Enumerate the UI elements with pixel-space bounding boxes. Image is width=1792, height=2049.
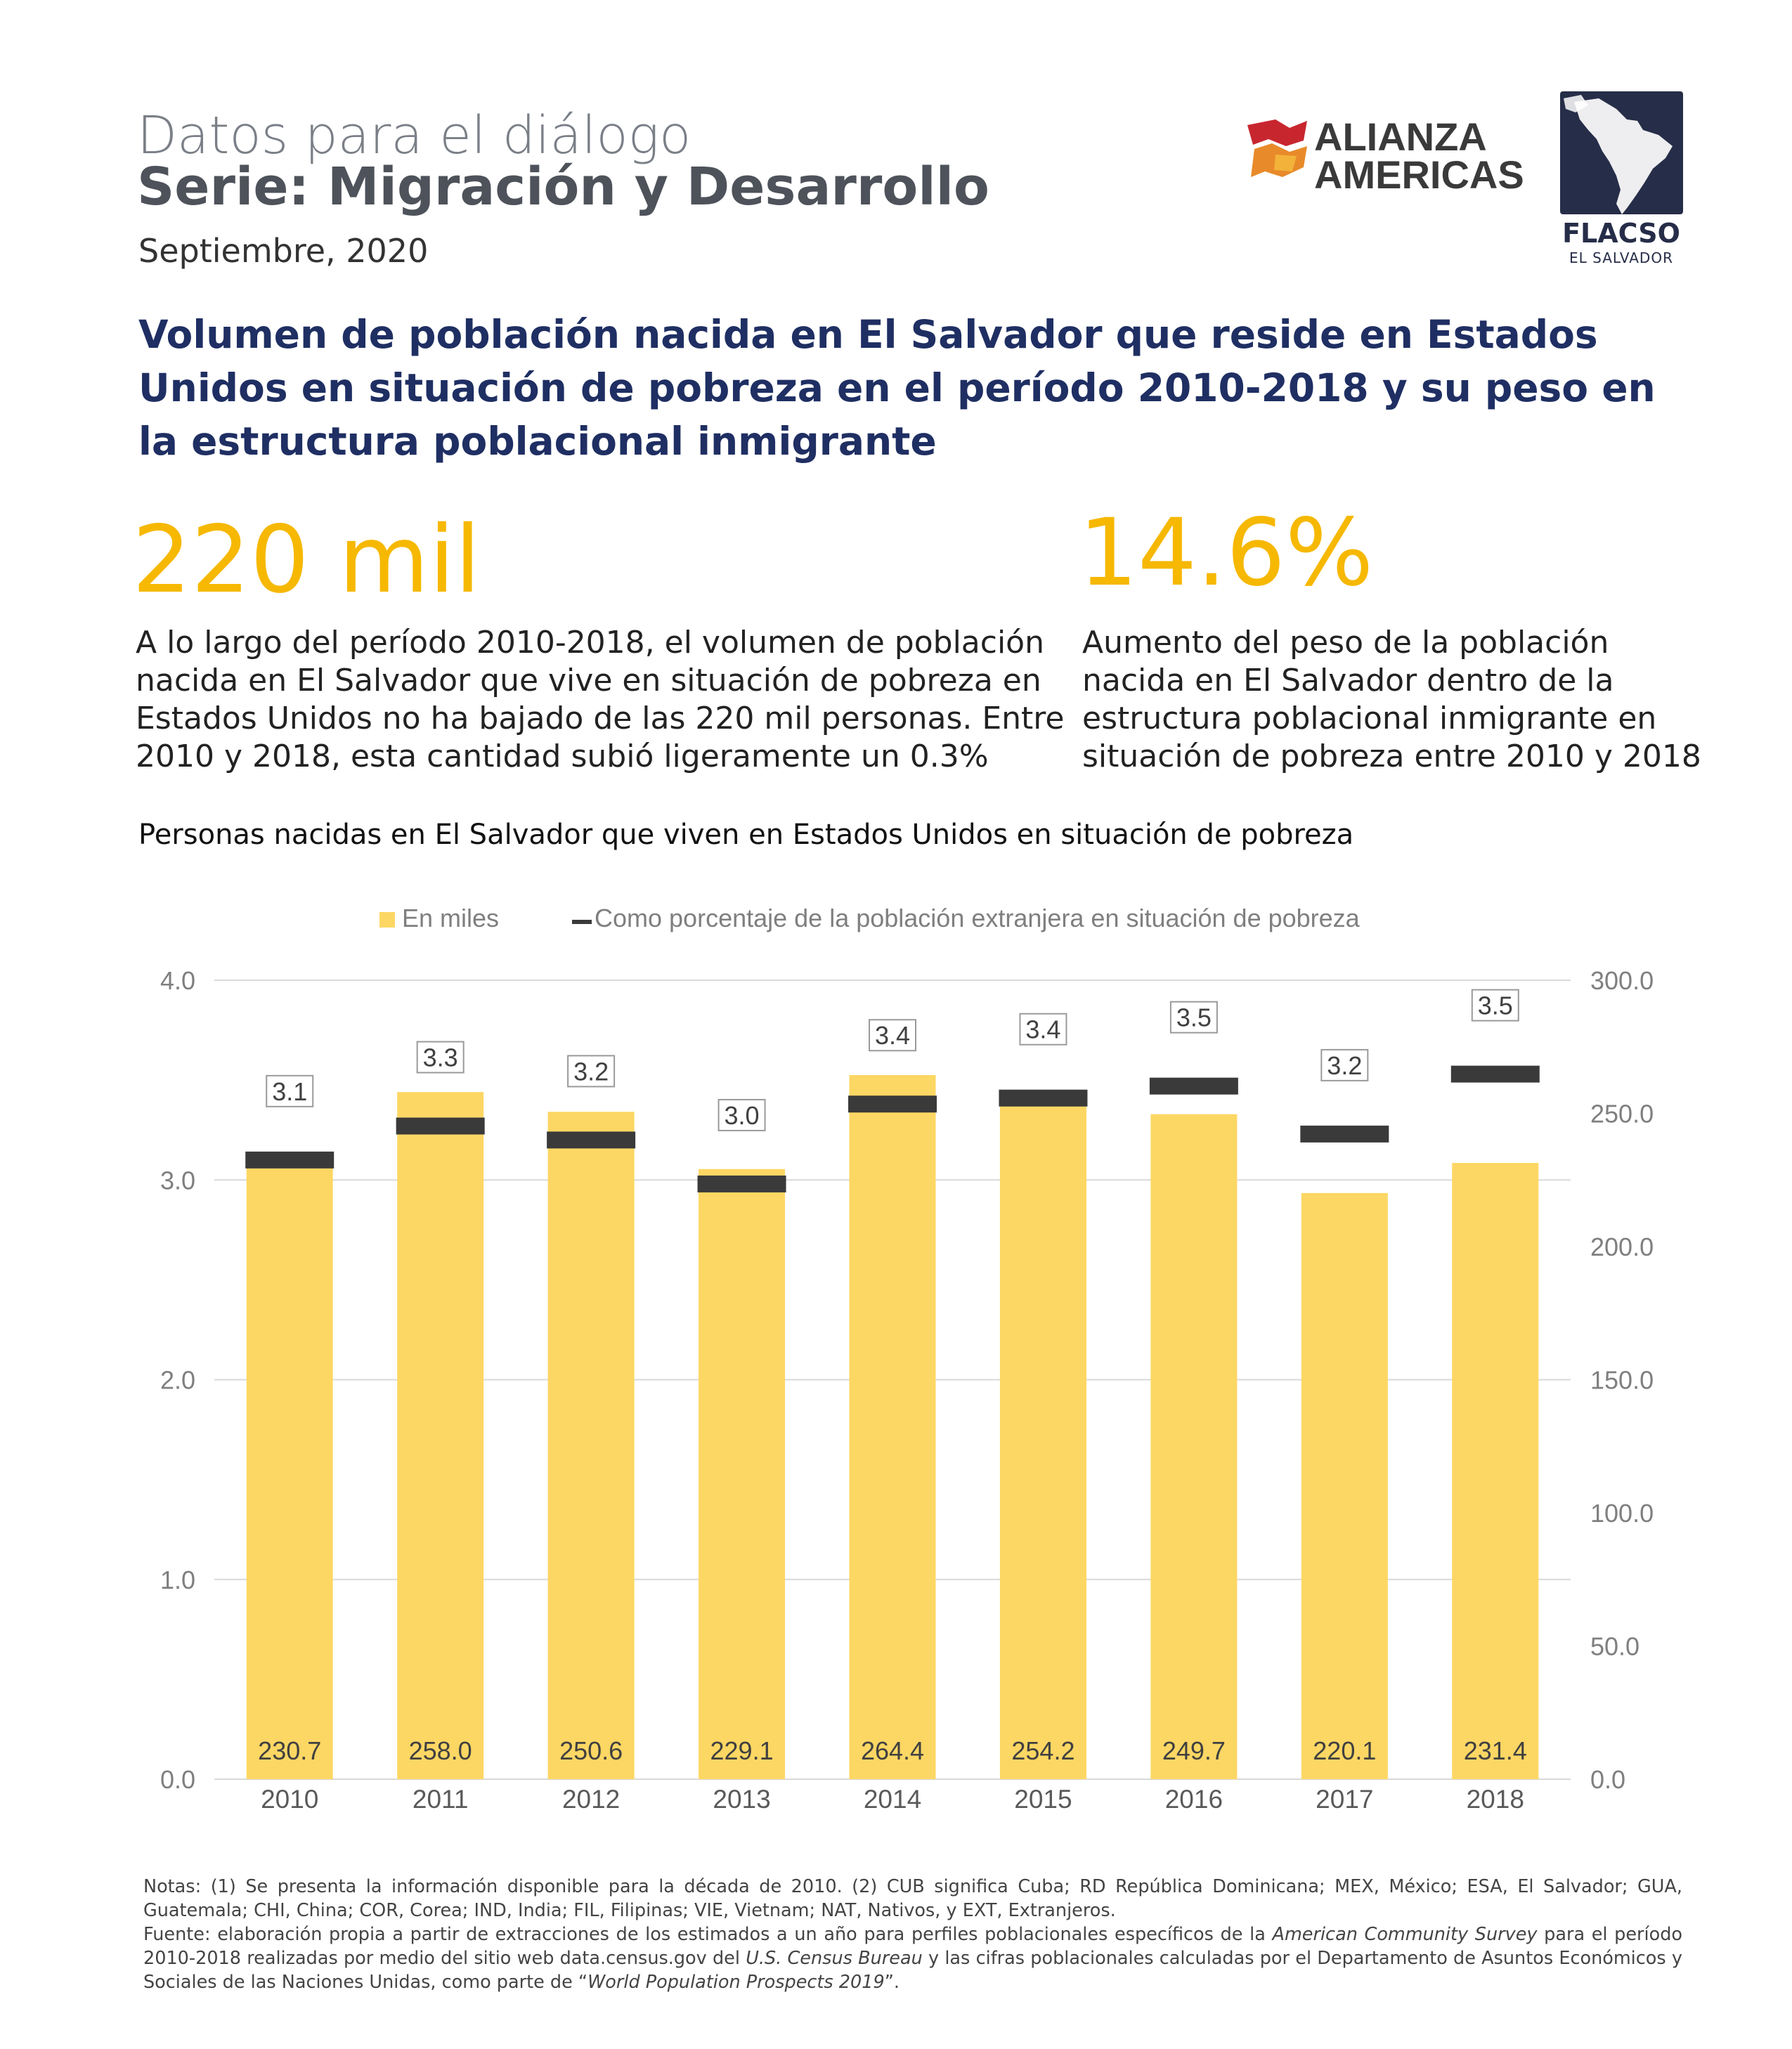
marker-2013 [697,1175,786,1192]
marker-label-box [869,1019,916,1052]
highlight-text-2: Aumento del peso de la población nacida … [1082,625,1701,774]
marker-label-box [1471,989,1519,1022]
marker-2015 [999,1089,1088,1107]
marker-2018 [1450,1065,1540,1083]
main-title: Volumen de población nacida en El Salvad… [138,312,1656,464]
marker-label-box [718,1098,766,1131]
y-right-tick-label: 0.0 [1590,1765,1625,1794]
marker-value-label: 3.2 [573,1057,609,1086]
marker-value-label: 3.4 [1025,1015,1060,1044]
flacso-name: FLACSO [1562,218,1680,249]
alianza-line1: ALIANZA [1314,115,1487,159]
source-wpp: World Population Prospects 2019 [587,1972,885,1993]
y-left-tick-label: 0.0 [160,1765,195,1794]
alianza-americas-wordmark: ALIANZA AMERICAS [1314,115,1524,197]
alianza-americas-logo [1247,119,1307,177]
marker-value-label: 3.3 [423,1043,458,1072]
bar-value-label: 231.4 [1464,1736,1527,1765]
marker-2014 [848,1095,937,1113]
flacso-subtitle: EL SALVADOR [1569,249,1673,266]
y-left-tick-label: 2.0 [160,1366,195,1395]
bar-2012 [547,1112,635,1779]
x-tick-label: 2018 [1467,1785,1524,1814]
source-part-2: para el período 2010-2018 realizadas por… [143,1924,1683,1969]
source-text: Fuente: elaboración propia a partir de e… [143,1923,1682,1994]
y-right-tick-label: 250.0 [1590,1100,1654,1128]
marker-label-box [266,1074,314,1107]
source-part-3: y las cifras poblacionales calculadas po… [143,1948,1683,1993]
x-tick-label: 2015 [1014,1785,1072,1814]
y-right-tick-label: 200.0 [1590,1232,1654,1261]
legend-label-markers: Como porcentaje de la población extranje… [595,904,1361,932]
y-right-tick-label: 150.0 [1590,1366,1654,1395]
series-title: Datos para el diálogo [137,105,692,166]
marker-label-box [416,1041,465,1074]
bar-value-label: 230.7 [258,1736,321,1765]
marker-2011 [396,1117,485,1135]
bar-value-label: 258.0 [409,1736,472,1765]
latin-america-map-icon [1564,95,1673,214]
y-left-tick-label: 1.0 [160,1566,195,1594]
series-subtitle: Serie: Migración y Desarrollo [137,157,989,217]
marker-label-box [567,1055,616,1088]
y-left-tick-label: 4.0 [160,966,195,995]
legend-swatch-bars [379,912,395,928]
marker-2016 [1149,1077,1238,1095]
marker-value-label: 3.1 [272,1077,307,1106]
marker-value-label: 3.2 [1327,1051,1362,1080]
source-part-1: Fuente: elaboración propia a partir de e… [143,1924,1266,1945]
marker-value-label: 3.4 [875,1021,910,1050]
marker-value-label: 3.5 [1176,1003,1212,1032]
y-right-tick-label: 300.0 [1590,966,1654,995]
alianza-line2: AMERICAS [1314,152,1524,197]
marker-2010 [245,1151,335,1169]
bar-2018 [1452,1162,1539,1779]
source-bureau: U.S. Census Bureau [746,1948,923,1969]
bar-2013 [699,1169,786,1779]
legend-swatch-markers [572,920,592,924]
highlight-text-1: A lo largo del período 2010-2018, el vol… [136,625,1065,774]
source-acs: American Community Survey [1272,1924,1538,1945]
x-tick-label: 2010 [261,1785,318,1814]
notes-block: Notas: (1) Se presenta la información di… [143,1875,1682,1994]
highlight-value-2: 14.6% [1079,499,1374,607]
x-tick-label: 2016 [1165,1785,1223,1814]
y-right-tick-label: 50.0 [1590,1632,1640,1661]
bar-2017 [1301,1192,1388,1779]
y-left-tick-label: 3.0 [160,1166,195,1195]
bar-value-label: 229.1 [710,1736,774,1765]
x-tick-label: 2011 [413,1785,469,1814]
source-part-4: ”. [884,1972,900,1993]
x-tick-label: 2013 [713,1785,770,1814]
x-tick-label: 2017 [1316,1785,1373,1814]
marker-label-box [1169,1001,1218,1034]
bar-2015 [999,1102,1086,1779]
marker-2017 [1300,1125,1389,1143]
bar-2010 [246,1164,333,1779]
marker-2012 [547,1131,636,1149]
chart-title: Personas nacidas en El Salvador que vive… [138,819,1354,851]
marker-label-box [1019,1013,1067,1046]
x-tick-label: 2012 [562,1785,620,1814]
bar-value-label: 250.6 [559,1736,623,1765]
notes-text: Notas: (1) Se presenta la información di… [143,1876,1682,1921]
legend-label-bars: En miles [402,904,499,932]
y-right-tick-label: 100.0 [1590,1499,1654,1528]
bar-2016 [1150,1114,1238,1779]
bar-value-label: 220.1 [1313,1736,1376,1765]
publication-date: Septiembre, 2020 [138,232,429,270]
bar-2011 [397,1092,484,1779]
bar-value-label: 264.4 [861,1736,924,1765]
marker-label-box [1320,1048,1369,1081]
flacso-logo [1560,91,1683,214]
bar-2014 [849,1074,936,1779]
poverty-chart: 0.0 1.0 2.0 3.0 4.0 0.0 50.0 100.0 150.0 200.0 250… [160,904,1654,1814]
x-tick-label: 2014 [864,1785,921,1814]
bar-value-label: 254.2 [1011,1736,1074,1765]
marker-value-label: 3.5 [1478,991,1513,1020]
marker-value-label: 3.0 [725,1101,760,1130]
bar-value-label: 249.7 [1162,1736,1226,1765]
highlight-value-1: 220 mil [132,506,481,614]
